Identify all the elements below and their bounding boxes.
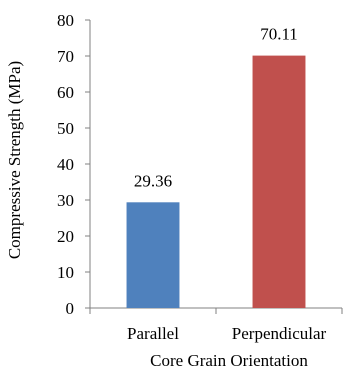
y-axis-title: Compressive Strength (MPa) bbox=[5, 61, 24, 259]
y-tick-label: 30 bbox=[57, 191, 74, 210]
y-tick-label: 80 bbox=[57, 11, 74, 30]
y-tick-label: 10 bbox=[57, 263, 74, 282]
y-tick-label: 20 bbox=[57, 227, 74, 246]
data-labels: 29.36 70.11 bbox=[134, 25, 298, 191]
x-axis-title: Core Grain Orientation bbox=[150, 351, 308, 370]
y-tick-label: 40 bbox=[57, 155, 74, 174]
x-axis-tick-labels: Parallel Perpendicular bbox=[127, 324, 327, 343]
y-tick-label: 70 bbox=[57, 47, 74, 66]
y-tick-label: 50 bbox=[57, 119, 74, 138]
bar-perpendicular bbox=[252, 55, 306, 308]
bar-parallel bbox=[126, 202, 180, 308]
y-tick-label: 0 bbox=[66, 299, 75, 318]
y-axis-ticks bbox=[85, 19, 90, 309]
x-axis-ticks bbox=[89, 308, 343, 314]
y-axis-tick-labels: 0 10 20 30 40 50 60 70 80 bbox=[57, 11, 74, 318]
x-tick-label-perpendicular: Perpendicular bbox=[232, 324, 327, 343]
data-label-perpendicular: 70.11 bbox=[260, 25, 298, 44]
x-tick-label-parallel: Parallel bbox=[127, 324, 179, 343]
y-tick-label: 60 bbox=[57, 83, 74, 102]
data-label-parallel: 29.36 bbox=[134, 171, 172, 190]
bars bbox=[126, 55, 306, 308]
